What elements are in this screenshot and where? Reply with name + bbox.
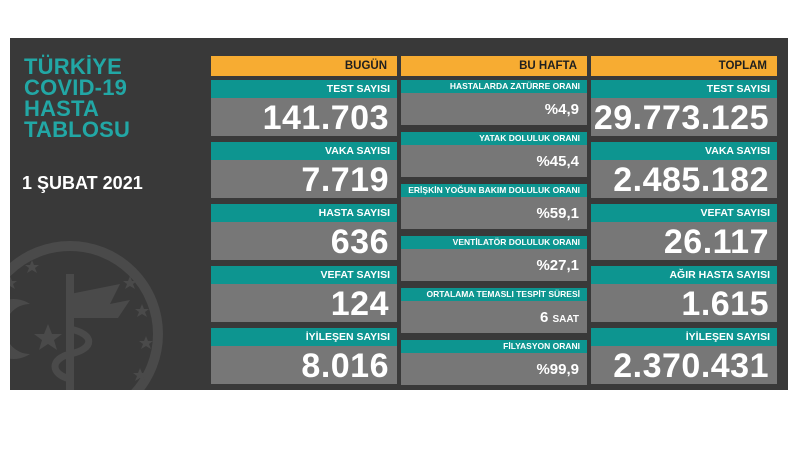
week-filiation-card: FİLYASYON ORANI %99,9: [401, 340, 587, 385]
total-critical-card: AĞIR HASTA SAYISI 1.615: [591, 266, 777, 323]
week-contact-time-card: ORTALAMA TEMASLI TESPİT SÜRESİ 6 SAAT: [401, 288, 587, 333]
card-label: TEST SAYISI: [591, 80, 777, 98]
title-line: TÜRKİYE: [24, 54, 122, 79]
card-label: İYİLEŞEN SAYISI: [591, 328, 777, 346]
card-value: 29.773.125: [591, 98, 777, 137]
total-case-card: VAKA SAYISI 2.485.182: [591, 142, 777, 199]
card-label: TEST SAYISI: [211, 80, 397, 98]
today-test-card: TEST SAYISI 141.703: [211, 80, 397, 137]
card-label: VENTİLATÖR DOLULUK ORANI: [401, 236, 587, 249]
today-recovered-card: İYİLEŞEN SAYISI 8.016: [211, 328, 397, 385]
value-unit: SAAT: [552, 314, 579, 325]
card-label: YATAK DOLULUK ORANI: [401, 132, 587, 145]
card-label: VEFAT SAYISI: [591, 204, 777, 222]
card-value: 141.703: [211, 98, 397, 137]
card-value: 8.016: [211, 346, 397, 385]
card-value: 124: [211, 284, 397, 323]
card-value: 636: [211, 222, 397, 261]
title-line: TABLOSU: [24, 117, 131, 142]
card-label: ERİŞKİN YOĞUN BAKIM DOLULUK ORANI: [401, 184, 587, 197]
column-header-today: BUGÜN: [211, 56, 397, 76]
covid-table-panel: TÜRKİYE COVID-19 HASTA TABLOSU 1 ŞUBAT 2…: [10, 38, 788, 390]
card-value: 6 SAAT: [401, 301, 587, 333]
card-label: FİLYASYON ORANI: [401, 340, 587, 353]
week-pneumonia-card: HASTALARDA ZATÜRRE ORANI %4,9: [401, 80, 587, 125]
value-number: 6: [540, 309, 549, 326]
card-value: 2.485.182: [591, 160, 777, 199]
card-value: %59,1: [401, 197, 587, 229]
week-icu-occupancy-card: ERİŞKİN YOĞUN BAKIM DOLULUK ORANI %59,1: [401, 184, 587, 229]
week-ventilator-card: VENTİLATÖR DOLULUK ORANI %27,1: [401, 236, 587, 281]
card-value: 7.719: [211, 160, 397, 199]
today-patient-card: HASTA SAYISI 636: [211, 204, 397, 261]
title-line: HASTA: [24, 96, 100, 121]
ministry-emblem-icon: [10, 241, 163, 390]
week-bed-occupancy-card: YATAK DOLULUK ORANI %45,4: [401, 132, 587, 177]
column-header-total: TOPLAM: [591, 56, 777, 76]
card-label: VAKA SAYISI: [211, 142, 397, 160]
card-value: 1.615: [591, 284, 777, 323]
today-death-card: VEFAT SAYISI 124: [211, 266, 397, 323]
card-label: HASTA SAYISI: [211, 204, 397, 222]
card-value: 26.117: [591, 222, 777, 261]
card-label: VAKA SAYISI: [591, 142, 777, 160]
card-value: 2.370.431: [591, 346, 777, 385]
card-value: %4,9: [401, 93, 587, 125]
card-label: İYİLEŞEN SAYISI: [211, 328, 397, 346]
card-label: HASTALARDA ZATÜRRE ORANI: [401, 80, 587, 93]
total-recovered-card: İYİLEŞEN SAYISI 2.370.431: [591, 328, 777, 385]
table-title: TÜRKİYE COVID-19 HASTA TABLOSU: [24, 54, 131, 142]
title-line: COVID-19: [24, 75, 128, 100]
card-label: VEFAT SAYISI: [211, 266, 397, 284]
card-label: ORTALAMA TEMASLI TESPİT SÜRESİ: [401, 288, 587, 301]
card-label: AĞIR HASTA SAYISI: [591, 266, 777, 284]
total-test-card: TEST SAYISI 29.773.125: [591, 80, 777, 137]
today-case-card: VAKA SAYISI 7.719: [211, 142, 397, 199]
total-death-card: VEFAT SAYISI 26.117: [591, 204, 777, 261]
report-date: 1 ŞUBAT 2021: [22, 173, 143, 193]
column-header-week: BU HAFTA: [401, 56, 587, 76]
card-value: %27,1: [401, 249, 587, 281]
card-value: %45,4: [401, 145, 587, 177]
card-value: %99,9: [401, 353, 587, 385]
